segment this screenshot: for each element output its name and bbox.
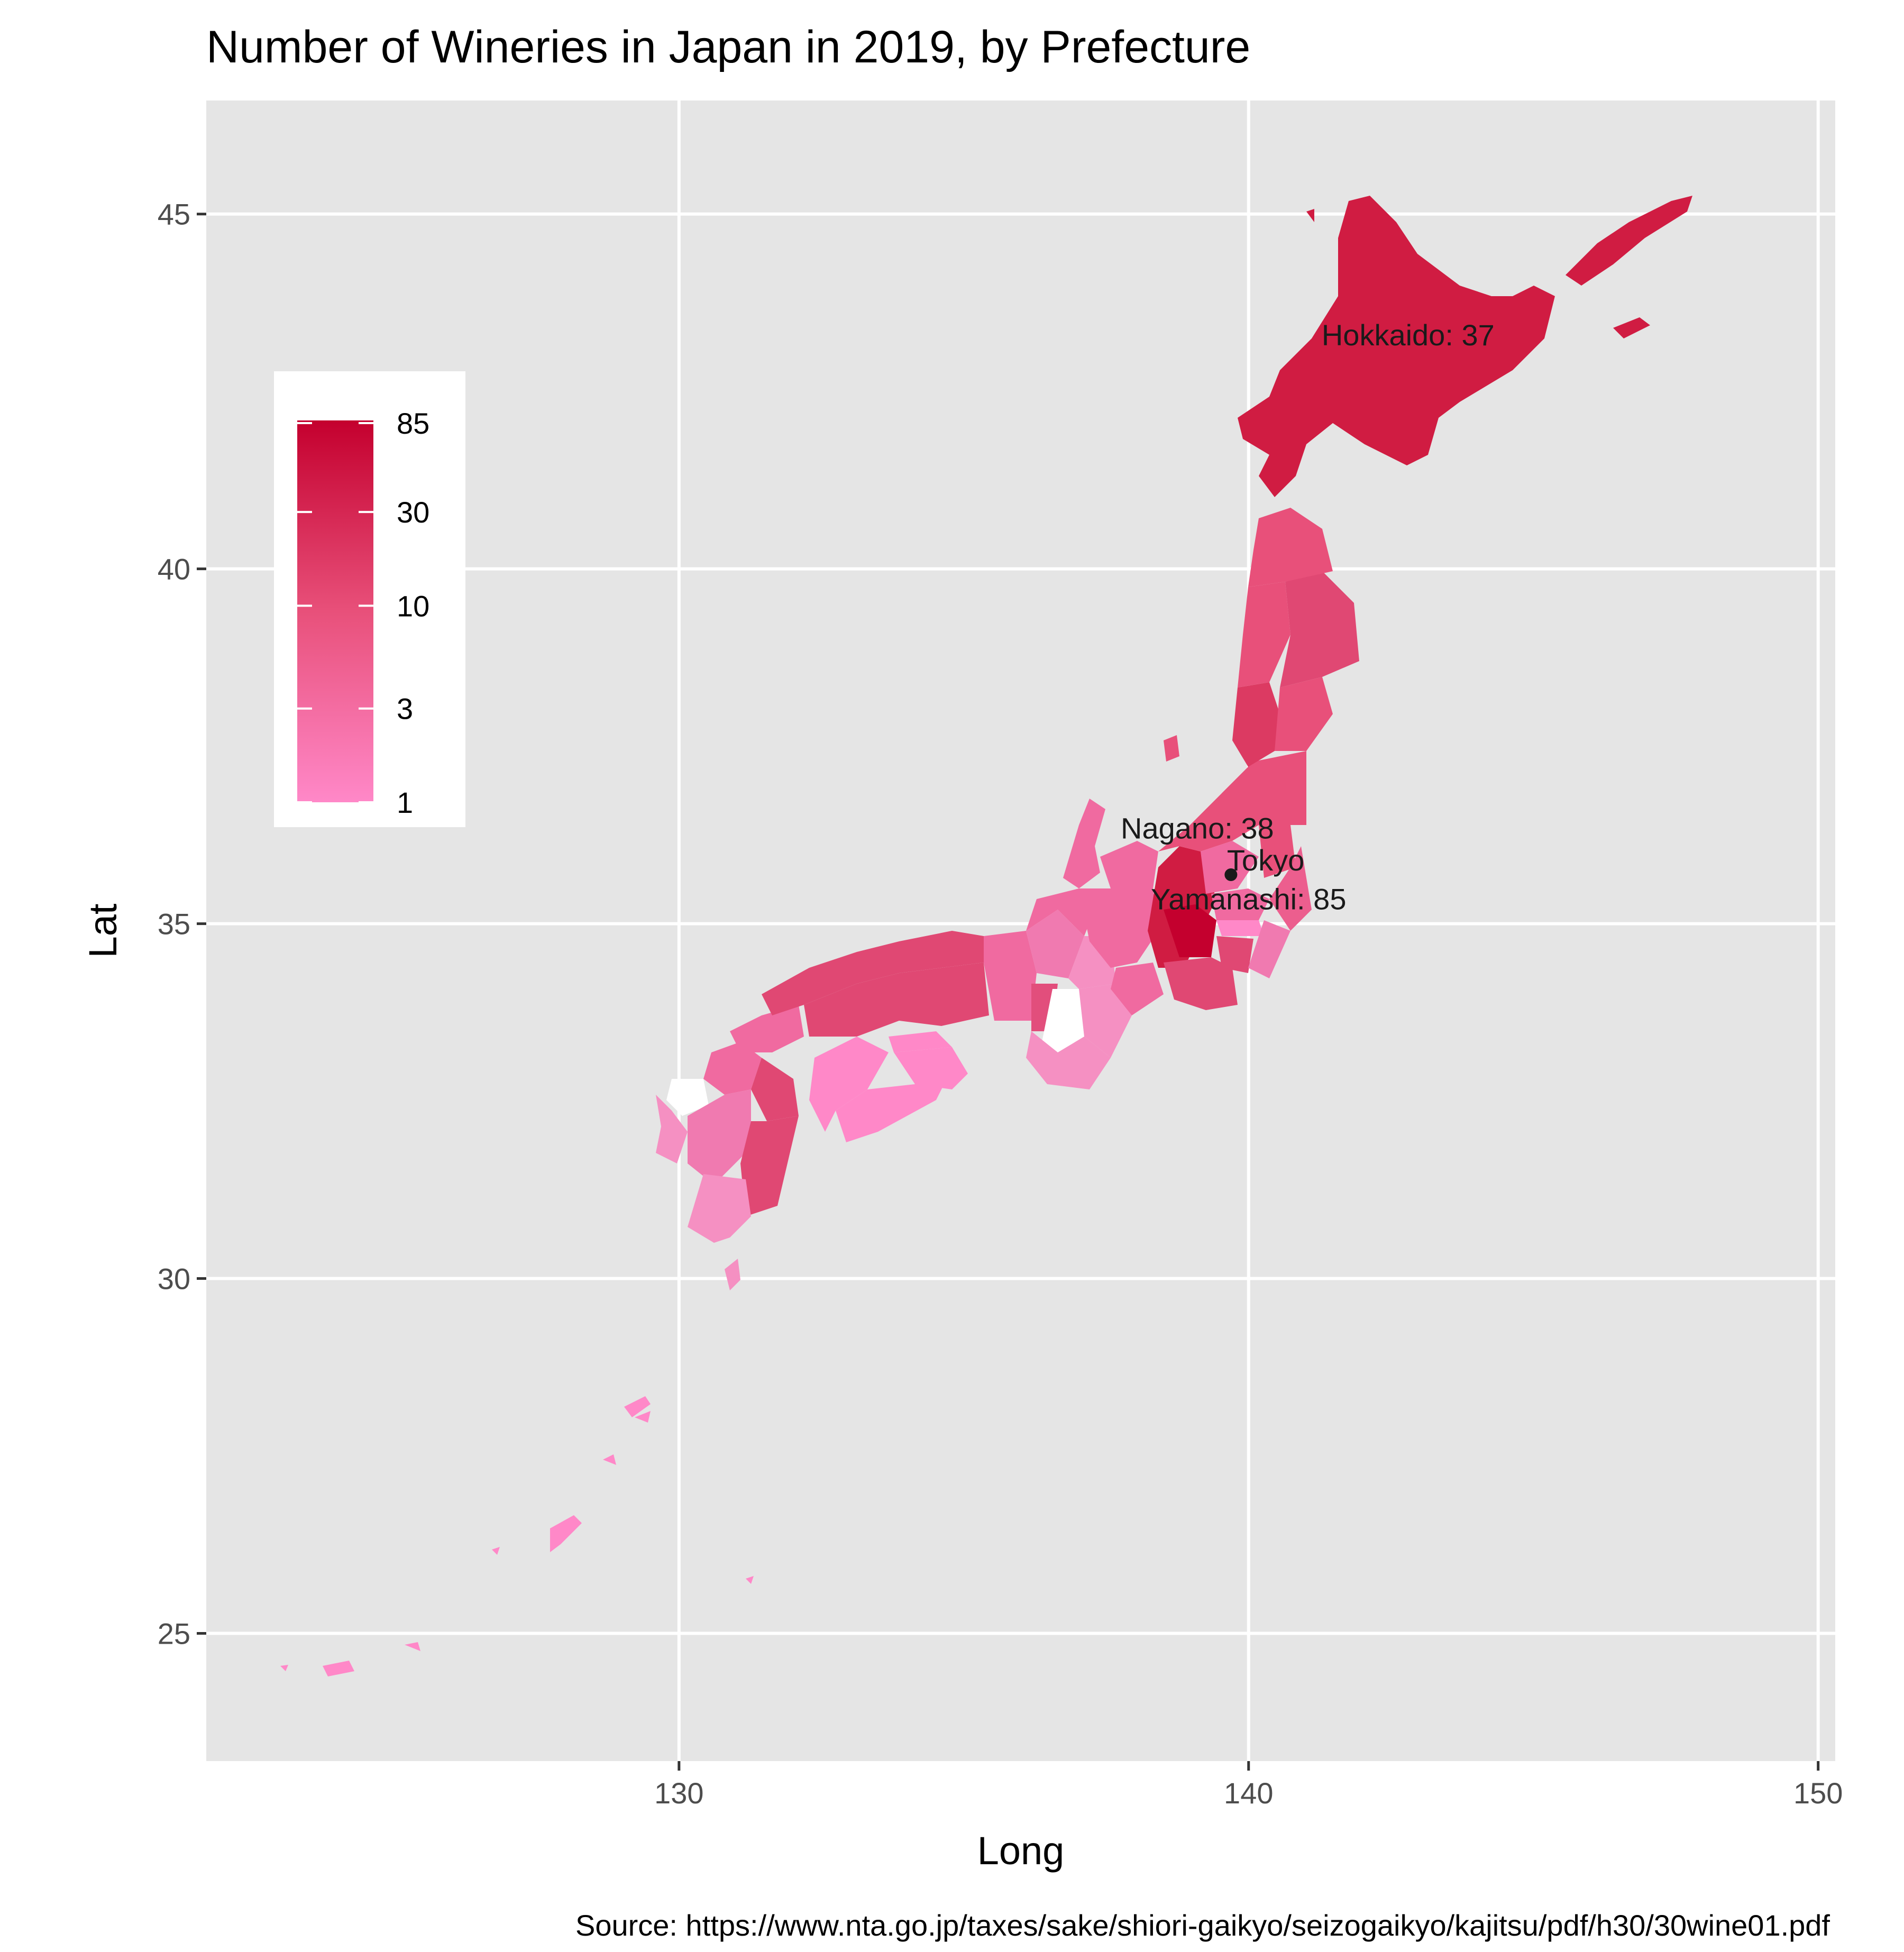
- kyushu: [656, 1042, 799, 1290]
- y-axis-title: Lat: [81, 903, 125, 958]
- prefecture-kagawa: [889, 1031, 952, 1052]
- prefecture-kumamoto: [688, 1089, 751, 1185]
- legend-label: 1: [397, 786, 413, 819]
- kanto: [1201, 825, 1312, 978]
- prefecture-oita: [751, 1058, 799, 1121]
- okinawa-islands: [280, 1396, 754, 1676]
- prefecture-gunma: [1201, 841, 1259, 894]
- prefecture-tokyo: [1216, 920, 1264, 936]
- japan-prefectures: [280, 196, 1692, 1676]
- y-tick-label: 30: [158, 1262, 190, 1296]
- prefecture-shimane: [762, 941, 899, 1015]
- legend-ticks: 85 30 10 3 1: [297, 407, 429, 819]
- legend-colorbar: [297, 420, 373, 802]
- prefecture-gifu: [1079, 888, 1158, 968]
- prefecture-toyama: [1100, 841, 1158, 888]
- prefecture-kochi: [836, 1068, 952, 1142]
- map-annotation: Nagano: 38: [1121, 811, 1274, 845]
- y-tick-label: 25: [158, 1617, 190, 1650]
- prefecture-tochigi: [1259, 825, 1296, 878]
- prefecture-miyazaki: [740, 1116, 799, 1216]
- prefecture-hiroshima: [804, 973, 899, 1037]
- prefecture-shizuoka: [1164, 957, 1238, 1010]
- legend-label: 10: [397, 589, 429, 622]
- prefecture-tottori: [899, 931, 984, 973]
- prefecture-kanagawa: [1216, 936, 1253, 973]
- tokyo-point: [1224, 868, 1238, 881]
- prefecture-saitama: [1211, 888, 1269, 920]
- prefecture-nagasaki: [656, 1095, 688, 1163]
- prefecture-ibaraki: [1269, 846, 1312, 931]
- axis-ticks: [197, 213, 1820, 1771]
- prefecture-mie: [1079, 984, 1132, 1058]
- legend-label: 3: [397, 692, 413, 726]
- map-annotation: Yamanashi: 85: [1151, 883, 1346, 916]
- prefecture-miyagi: [1275, 677, 1333, 751]
- legend: 85 30 10 3 1: [274, 371, 465, 827]
- prefecture-aomori: [1248, 508, 1333, 587]
- tokyo-marker-dot: [1224, 868, 1238, 881]
- shikoku: [809, 1031, 968, 1142]
- grid-lines: [206, 100, 1835, 1761]
- prefecture-yamaguchi: [730, 1005, 804, 1052]
- prefecture-akita: [1238, 582, 1290, 688]
- prefecture-fukuoka: [703, 1042, 762, 1095]
- prefecture-wakayama: [1026, 1031, 1111, 1089]
- chart-title: Number of Wineries in Japan in 2019, by …: [206, 22, 1250, 72]
- tohoku: [1222, 508, 1359, 841]
- prefecture-hyogo: [984, 931, 1037, 1021]
- prefecture-kyoto: [1026, 910, 1084, 978]
- prefecture-ehime: [809, 1037, 889, 1132]
- prefecture-okayama: [899, 963, 989, 1026]
- x-tick-label: 140: [1224, 1776, 1273, 1810]
- prefecture-yamagata: [1232, 682, 1280, 767]
- hokkaido: [1238, 196, 1692, 497]
- prefecture-ishikawa: [1063, 799, 1105, 888]
- prefecture-iwate: [1280, 571, 1359, 688]
- prefecture-saga-no-data: [666, 1079, 709, 1116]
- prefecture-hokkaido: [1238, 196, 1555, 497]
- x-tick-label: 150: [1793, 1776, 1843, 1810]
- prefecture-aichi: [1111, 963, 1164, 1015]
- chugoku: [730, 931, 989, 1052]
- kansai: [984, 910, 1132, 1089]
- y-tick-label: 35: [158, 908, 190, 941]
- legend-label: 30: [397, 496, 429, 529]
- prefecture-fukushima: [1222, 751, 1306, 841]
- x-axis-title: Long: [977, 1829, 1065, 1873]
- map-annotation: Hokkaido: 37: [1322, 318, 1495, 352]
- x-tick-label: 130: [654, 1776, 703, 1810]
- map-annotation: Tokyo: [1227, 844, 1304, 877]
- plot-panel: [206, 100, 1835, 1761]
- prefecture-kagoshima: [688, 1174, 751, 1243]
- source-caption: Source: https://www.nta.go.jp/taxes/sake…: [575, 1909, 1830, 1942]
- prefecture-tokushima: [894, 1047, 968, 1089]
- prefecture-fukui: [1026, 888, 1095, 936]
- prefecture-yamanashi: [1164, 904, 1216, 957]
- y-tick-label: 40: [158, 553, 190, 586]
- prefecture-nara-no-data: [1042, 989, 1084, 1052]
- legend-label: 85: [397, 407, 429, 440]
- y-tick-label: 45: [158, 198, 190, 231]
- prefecture-chiba: [1248, 920, 1290, 978]
